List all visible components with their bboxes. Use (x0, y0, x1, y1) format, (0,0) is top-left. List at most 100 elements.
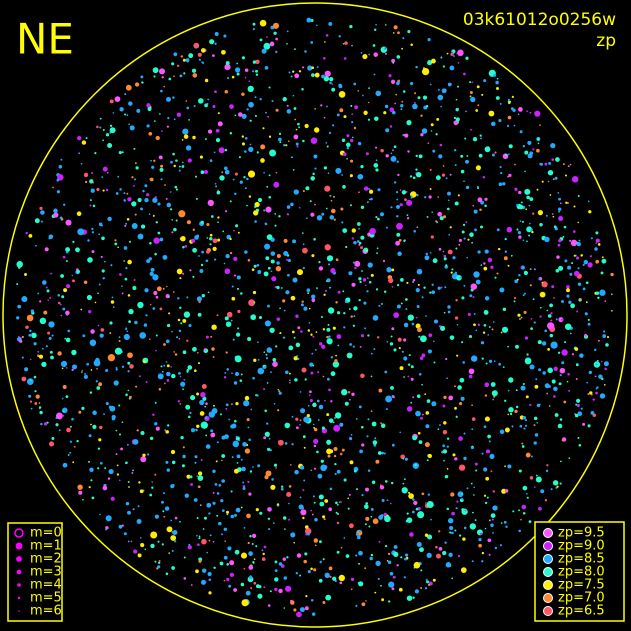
star-dot (371, 480, 376, 485)
star-dot (534, 384, 539, 389)
star-dot (553, 395, 556, 398)
star-dot (393, 145, 397, 149)
star-dot (246, 177, 249, 181)
star-dot (38, 406, 42, 409)
star-dot (555, 157, 560, 162)
star-dot (404, 557, 407, 561)
star-dot (403, 376, 405, 378)
star-dot (449, 226, 452, 229)
star-dot (322, 515, 326, 519)
star-dot (128, 308, 134, 315)
star-dot (267, 266, 271, 270)
star-dot (154, 196, 157, 199)
star-dot (320, 315, 323, 319)
star-dot (595, 363, 598, 366)
star-dot (426, 500, 434, 509)
star-dot (557, 192, 560, 194)
star-dot (375, 159, 378, 162)
star-dot (177, 318, 181, 322)
star-dot (539, 403, 541, 406)
star-dot (34, 218, 40, 224)
star-dot (99, 425, 103, 430)
star-dot (418, 335, 421, 338)
star-dot (446, 437, 450, 440)
star-dot (172, 291, 175, 293)
star-dot (251, 543, 254, 545)
star-dot (202, 568, 207, 573)
star-dot (487, 434, 491, 439)
star-dot (375, 288, 379, 291)
star-dot (229, 200, 232, 203)
star-dot (72, 240, 75, 243)
star-dot (519, 220, 522, 223)
star-dot (82, 498, 84, 501)
star-dot (130, 540, 133, 543)
star-dot (526, 492, 528, 495)
star-dot (164, 429, 167, 432)
star-dot (395, 240, 400, 246)
star-dot (333, 446, 338, 452)
star-dot (217, 121, 223, 127)
star-dot (602, 334, 607, 338)
star-dot (417, 431, 421, 435)
star-dot (332, 361, 340, 368)
star-dot (254, 114, 257, 117)
star-dot (335, 354, 337, 357)
star-dot (171, 231, 174, 234)
star-dot (302, 516, 305, 520)
star-dot (338, 574, 345, 582)
star-dot (430, 518, 432, 521)
star-dot (66, 284, 71, 289)
star-dot (255, 59, 260, 64)
star-dot (158, 388, 162, 391)
star-dot (236, 287, 240, 290)
star-dot (386, 267, 392, 273)
star-dot (341, 448, 345, 452)
star-dot (540, 489, 545, 494)
star-dot (576, 398, 581, 403)
star-dot (26, 378, 34, 385)
star-dot (594, 247, 598, 251)
star-dot (507, 389, 510, 392)
star-dot (506, 226, 513, 233)
star-dot (328, 21, 333, 26)
star-dot (460, 567, 467, 573)
star-dot (319, 540, 322, 544)
star-dot (253, 264, 257, 268)
star-dot (174, 353, 178, 356)
star-dot (287, 273, 290, 277)
star-dot (180, 55, 183, 58)
star-dot (155, 349, 157, 352)
star-dot (164, 506, 170, 511)
star-dot (224, 372, 227, 374)
star-dot (214, 90, 217, 94)
star-dot (190, 584, 193, 586)
star-dot (396, 160, 399, 163)
star-dot (76, 269, 80, 274)
star-dot (96, 125, 99, 129)
star-dot (65, 260, 68, 262)
star-dot (381, 598, 385, 602)
star-dot (257, 197, 263, 203)
star-dot (304, 525, 309, 529)
star-dot (515, 344, 519, 349)
star-dot (604, 367, 607, 371)
star-dot (182, 388, 184, 391)
star-dot (530, 228, 533, 231)
star-dot (118, 524, 123, 529)
star-dot (469, 294, 473, 298)
star-dot (302, 247, 308, 254)
star-dot (330, 356, 334, 359)
star-dot (384, 24, 387, 26)
star-dot (97, 447, 101, 450)
star-dot (173, 227, 177, 232)
star-dot (105, 188, 109, 192)
star-dot (360, 334, 365, 338)
star-dot (366, 290, 369, 293)
star-dot (441, 88, 447, 94)
star-dot (547, 314, 552, 318)
star-dot (65, 251, 69, 254)
star-dot (99, 126, 102, 129)
star-dot (454, 385, 456, 388)
star-dot (584, 333, 588, 337)
